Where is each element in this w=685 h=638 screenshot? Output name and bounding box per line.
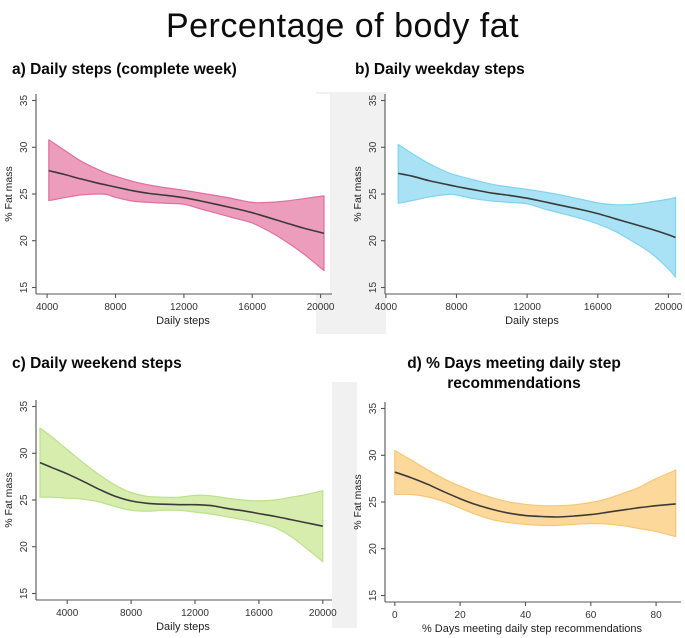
svg-text:20: 20 [368,543,379,555]
svg-text:% Fat mass: % Fat mass [3,472,15,527]
svg-text:12000: 12000 [513,302,541,313]
svg-text:20000: 20000 [654,302,682,313]
panel-d-title-line1: d) % Days meeting daily step [407,355,621,372]
svg-text:20: 20 [19,541,30,553]
svg-text:20: 20 [368,235,379,247]
svg-text:0: 0 [392,610,398,621]
svg-text:30: 30 [368,449,379,461]
svg-text:20: 20 [19,235,30,247]
column-divider-tint-bottom [332,382,357,628]
svg-text:30: 30 [19,447,30,459]
svg-text:Daily steps: Daily steps [505,315,559,327]
panel-b-title: b) Daily weekday steps [343,52,685,88]
panel-a-title: a) Daily steps (complete week) [0,52,343,88]
panel-a-title-text: a) Daily steps (complete week) [12,61,237,78]
svg-text:20000: 20000 [307,302,335,313]
svg-text:12000: 12000 [181,608,209,619]
panel-d-step-recommendations: d) % Days meeting daily step recommendat… [343,342,685,638]
svg-text:25: 25 [19,494,30,506]
panel-c-title-text: c) Daily weekend steps [12,355,182,372]
svg-text:% Fat mass: % Fat mass [3,166,15,221]
panel-c-chart: 15 20 25 30 35 4000 8000 12000 16000 20000 % Fat m… [2,394,343,638]
panel-d-chart: 15 20 25 30 35 0 20 40 60 80 % Fat mass % Days meet… [351,396,685,638]
svg-text:35: 35 [19,401,30,413]
panel-d-title-line2: recommendations [447,375,581,392]
chart-c-canvas: 15 20 25 30 35 4000 8000 12000 16000 20000 % Fat m… [3,400,337,633]
svg-text:60: 60 [585,610,597,621]
svg-text:% Days meeting daily step reco: % Days meeting daily step recommendation… [422,623,643,635]
svg-text:16000: 16000 [238,302,266,313]
panel-d-title: d) % Days meeting daily step recommendat… [343,342,685,396]
svg-text:8000: 8000 [120,608,143,619]
svg-text:4000: 4000 [375,302,398,313]
panel-a-chart: 15 20 25 30 35 4000 8000 12000 16000 20000 % Fat m… [2,88,343,341]
svg-text:35: 35 [19,95,30,107]
figure-title: Percentage of body fat [165,6,520,45]
panel-grid: a) Daily steps (complete week) 15 20 25 30 3… [0,52,685,638]
svg-text:20: 20 [455,610,467,621]
panel-b-chart: 15 20 25 30 35 4000 8000 12000 16000 20000 % Fat m… [351,88,685,341]
svg-text:30: 30 [368,141,379,153]
panel-b-title-text: b) Daily weekday steps [355,61,525,78]
svg-text:25: 25 [368,188,379,200]
svg-text:25: 25 [368,496,379,508]
svg-text:35: 35 [368,403,379,415]
svg-text:15: 15 [19,282,30,294]
panel-a-daily-steps: a) Daily steps (complete week) 15 20 25 30 3… [0,52,343,342]
svg-text:Daily steps: Daily steps [156,621,210,633]
svg-text:30: 30 [19,141,30,153]
svg-text:% Fat mass: % Fat mass [352,474,364,529]
chart-a-canvas: 15 20 25 30 35 4000 8000 12000 16000 20000 % Fat m… [3,94,335,327]
svg-text:% Fat mass: % Fat mass [352,166,364,221]
panel-c-weekend-steps: c) Daily weekend steps 15 20 25 30 35 4000 800… [0,342,343,638]
svg-text:25: 25 [19,188,30,200]
svg-text:80: 80 [651,610,663,621]
svg-text:35: 35 [368,95,379,107]
svg-text:12000: 12000 [170,302,198,313]
svg-text:40: 40 [520,610,532,621]
svg-text:15: 15 [368,590,379,602]
panel-b-weekday-steps: b) Daily weekday steps 15 20 25 30 35 4000 800… [343,52,685,342]
svg-text:15: 15 [368,282,379,294]
svg-text:20000: 20000 [309,608,337,619]
svg-text:15: 15 [19,588,30,600]
svg-text:16000: 16000 [584,302,612,313]
chart-d-canvas: 15 20 25 30 35 0 20 40 60 80 % Fat mass % Days meet… [352,402,681,635]
svg-text:8000: 8000 [104,302,127,313]
chart-b-canvas: 15 20 25 30 35 4000 8000 12000 16000 20000 % Fat m… [352,94,683,327]
panel-c-title: c) Daily weekend steps [0,342,343,394]
svg-text:Daily steps: Daily steps [156,315,210,327]
svg-text:4000: 4000 [36,302,59,313]
svg-text:8000: 8000 [445,302,468,313]
svg-text:16000: 16000 [245,608,273,619]
svg-text:4000: 4000 [56,608,79,619]
